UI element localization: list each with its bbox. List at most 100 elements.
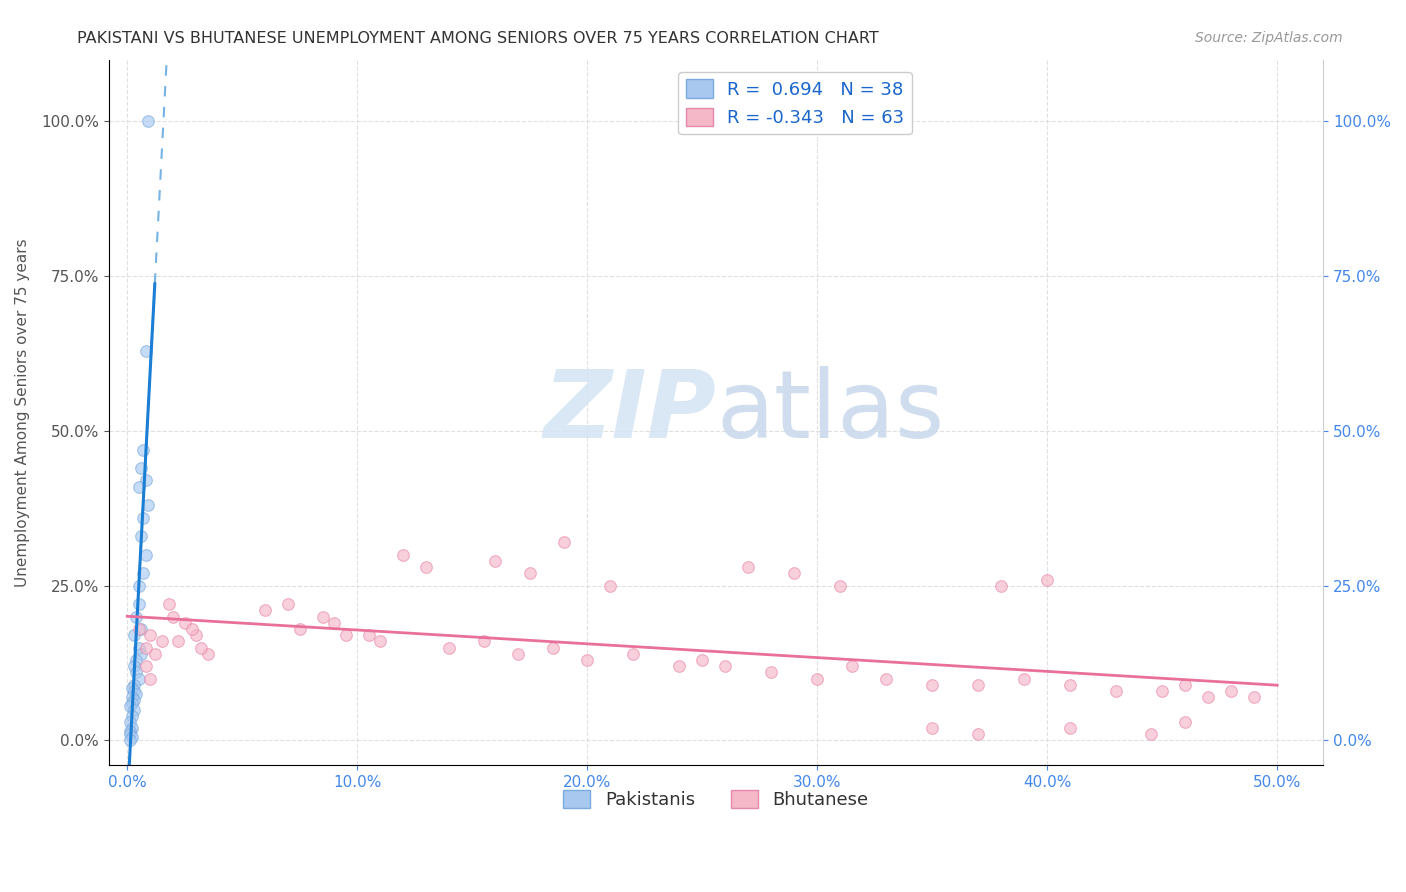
Point: [132, 442, 155, 457]
Point: [121, 690, 143, 705]
Point: [186, 628, 208, 642]
Point: [519, 566, 541, 581]
Legend: Pakistanis, Bhutanese: Pakistanis, Bhutanese: [557, 782, 876, 816]
Point: [139, 672, 162, 686]
Point: [139, 628, 162, 642]
Point: [335, 628, 357, 642]
Point: [128, 672, 150, 686]
Point: [439, 640, 461, 655]
Point: [128, 597, 150, 611]
Point: [128, 640, 150, 655]
Point: [323, 615, 346, 630]
Point: [135, 659, 157, 673]
Point: [118, 714, 141, 729]
Point: [1197, 690, 1219, 705]
Point: [1105, 684, 1128, 698]
Point: [125, 609, 148, 624]
Point: [122, 684, 145, 698]
Point: [125, 687, 148, 701]
Point: [1174, 678, 1197, 692]
Point: [150, 634, 173, 648]
Point: [288, 622, 311, 636]
Point: [392, 548, 415, 562]
Point: [553, 535, 575, 549]
Point: [135, 548, 157, 562]
Point: [132, 510, 155, 524]
Point: [1036, 573, 1059, 587]
Point: [128, 622, 150, 636]
Point: [990, 579, 1012, 593]
Point: [129, 622, 152, 636]
Point: [136, 114, 159, 128]
Point: [129, 647, 152, 661]
Point: [128, 480, 150, 494]
Point: [118, 724, 141, 739]
Point: [921, 721, 943, 735]
Point: [921, 678, 943, 692]
Point: [508, 647, 530, 661]
Point: [122, 659, 145, 673]
Point: [875, 672, 897, 686]
Point: [1174, 714, 1197, 729]
Point: [1220, 684, 1243, 698]
Point: [129, 529, 152, 543]
Point: [166, 634, 188, 648]
Point: [541, 640, 564, 655]
Point: [143, 647, 166, 661]
Point: [118, 732, 141, 747]
Point: [1243, 690, 1265, 705]
Point: [136, 498, 159, 512]
Point: [830, 579, 852, 593]
Point: [277, 597, 299, 611]
Point: [783, 566, 806, 581]
Point: [1139, 727, 1161, 741]
Point: [121, 731, 143, 745]
Point: [484, 554, 506, 568]
Point: [162, 609, 184, 624]
Point: [121, 721, 143, 735]
Point: [621, 647, 644, 661]
Point: [121, 696, 143, 710]
Point: [312, 609, 335, 624]
Point: [129, 461, 152, 475]
Point: [118, 699, 141, 714]
Point: [121, 708, 143, 723]
Point: [180, 622, 202, 636]
Point: [197, 647, 219, 661]
Point: [173, 615, 195, 630]
Text: PAKISTANI VS BHUTANESE UNEMPLOYMENT AMONG SENIORS OVER 75 YEARS CORRELATION CHAR: PAKISTANI VS BHUTANESE UNEMPLOYMENT AMON…: [77, 31, 879, 46]
Point: [125, 665, 148, 680]
Text: Source: ZipAtlas.com: Source: ZipAtlas.com: [1195, 31, 1343, 45]
Y-axis label: Unemployment Among Seniors over 75 years: Unemployment Among Seniors over 75 years: [15, 238, 30, 587]
Text: ZIP: ZIP: [543, 367, 716, 458]
Point: [135, 343, 157, 358]
Point: [135, 640, 157, 655]
Point: [122, 702, 145, 716]
Point: [132, 566, 155, 581]
Point: [415, 560, 437, 574]
Point: [190, 640, 212, 655]
Point: [128, 579, 150, 593]
Point: [254, 603, 277, 617]
Point: [1152, 684, 1174, 698]
Point: [806, 672, 828, 686]
Point: [1059, 678, 1081, 692]
Point: [157, 597, 180, 611]
Point: [122, 628, 145, 642]
Point: [118, 727, 141, 741]
Point: [121, 681, 143, 695]
Point: [967, 678, 990, 692]
Point: [1012, 672, 1035, 686]
Point: [1059, 721, 1081, 735]
Point: [599, 579, 621, 593]
Point: [576, 653, 599, 667]
Point: [472, 634, 495, 648]
Point: [690, 653, 713, 667]
Point: [135, 474, 157, 488]
Point: [668, 659, 690, 673]
Point: [737, 560, 759, 574]
Point: [841, 659, 863, 673]
Point: [761, 665, 783, 680]
Text: atlas: atlas: [716, 367, 945, 458]
Point: [122, 693, 145, 707]
